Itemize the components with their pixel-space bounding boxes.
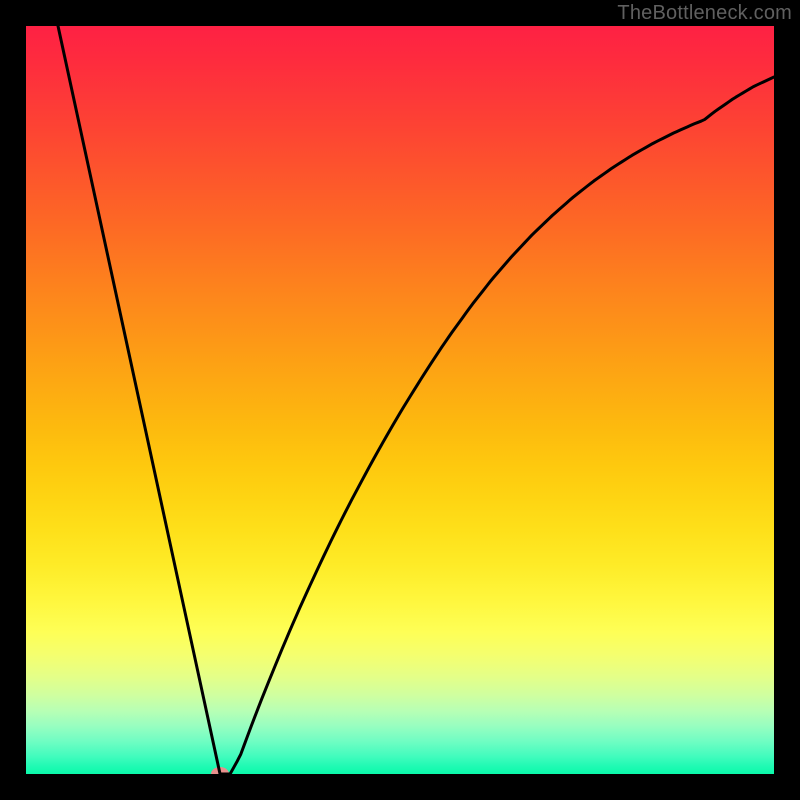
- watermark-text: TheBottleneck.com: [617, 2, 792, 25]
